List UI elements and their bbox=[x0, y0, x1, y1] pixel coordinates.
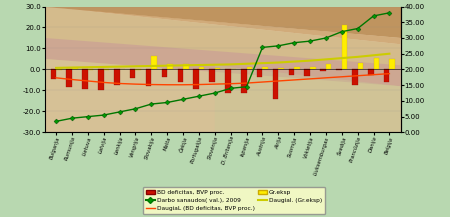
Bar bbox=[82, 69, 88, 89]
Bar bbox=[162, 69, 167, 77]
Bar bbox=[215, 68, 220, 69]
Polygon shape bbox=[45, 59, 400, 132]
Polygon shape bbox=[215, 65, 400, 132]
Bar bbox=[257, 69, 262, 77]
Bar bbox=[98, 69, 104, 90]
Bar bbox=[56, 69, 62, 71]
Bar bbox=[384, 69, 389, 82]
Bar bbox=[194, 69, 199, 89]
Bar bbox=[374, 58, 379, 69]
Bar bbox=[342, 25, 347, 69]
Bar bbox=[278, 68, 284, 69]
Polygon shape bbox=[45, 38, 400, 86]
Bar bbox=[294, 67, 300, 69]
Bar bbox=[104, 69, 109, 70]
Bar bbox=[167, 64, 173, 69]
Bar bbox=[368, 69, 373, 75]
Bar bbox=[262, 67, 268, 69]
Polygon shape bbox=[45, 7, 400, 38]
Bar bbox=[114, 69, 120, 85]
Legend: BD deficitas, BVP proc., Darbo sanaudos( val.), 2009, DaugiаL (BD deficitas, BVP: BD deficitas, BVP proc., Darbo sanaudos(… bbox=[143, 187, 325, 214]
Bar bbox=[209, 69, 215, 82]
Bar bbox=[247, 67, 252, 69]
Bar bbox=[310, 67, 315, 69]
Bar bbox=[177, 69, 183, 82]
Bar bbox=[50, 69, 56, 79]
Bar bbox=[88, 69, 94, 70]
Bar bbox=[288, 69, 294, 75]
Bar bbox=[199, 67, 204, 69]
Bar bbox=[146, 69, 151, 86]
Bar bbox=[273, 69, 278, 99]
Bar bbox=[358, 63, 363, 69]
Polygon shape bbox=[45, 7, 400, 132]
Bar bbox=[241, 69, 247, 93]
Bar bbox=[326, 64, 332, 69]
Bar bbox=[225, 69, 231, 93]
Bar bbox=[130, 69, 135, 78]
Bar bbox=[72, 68, 77, 69]
Bar bbox=[151, 56, 157, 69]
Bar bbox=[389, 59, 395, 69]
Bar bbox=[336, 69, 342, 71]
Bar bbox=[305, 69, 310, 76]
Polygon shape bbox=[45, 7, 400, 44]
Bar bbox=[320, 69, 326, 71]
Bar bbox=[67, 69, 72, 87]
Bar bbox=[135, 69, 141, 71]
Bar bbox=[352, 69, 358, 85]
Bar bbox=[183, 64, 189, 69]
